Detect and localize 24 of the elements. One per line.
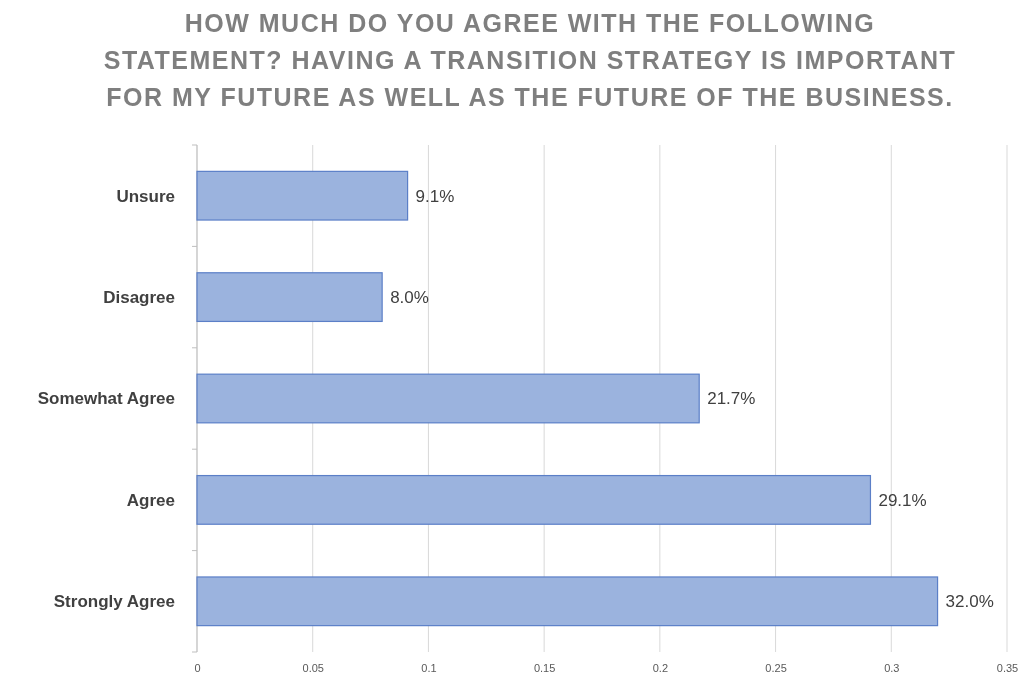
data-label: 9.1% [415, 186, 455, 206]
y-tick-label: Agree [126, 490, 175, 510]
x-tick-label: 0.2 [652, 661, 669, 674]
bar [196, 474, 872, 525]
x-tick-label: 0.05 [302, 661, 324, 674]
data-label: 21.7% [707, 389, 756, 409]
bar [196, 170, 409, 221]
data-label: 29.1% [878, 490, 927, 510]
x-tick-label: 0.1 [421, 661, 437, 674]
bar [196, 272, 383, 323]
x-tick-label: 0.25 [765, 661, 787, 674]
y-tick-label: Unsure [116, 186, 175, 206]
x-tick-label: 0.15 [533, 661, 556, 674]
data-label: 32.0% [945, 592, 994, 612]
x-tick-label: 0 [194, 661, 201, 674]
bar [196, 373, 700, 424]
bar [196, 576, 939, 627]
x-tick-label: 0.3 [884, 661, 900, 674]
y-tick-label: Somewhat Agree [37, 389, 175, 409]
x-tick-label: 0.35 [996, 661, 1019, 674]
y-tick-label: Strongly Agree [53, 592, 175, 612]
chart-title: HOW MUCH DO YOU AGREE WITH THE FOLLOWING STATEMENT? HAVING A TRANSITION STRATEGY IS IMPORTANT FOR MY FUTURE AS WELL AS THE FUTURE OF THE BUSINESS. [103, 9, 957, 111]
y-tick-label: Disagree [103, 288, 175, 308]
data-label: 8.0% [390, 288, 429, 308]
